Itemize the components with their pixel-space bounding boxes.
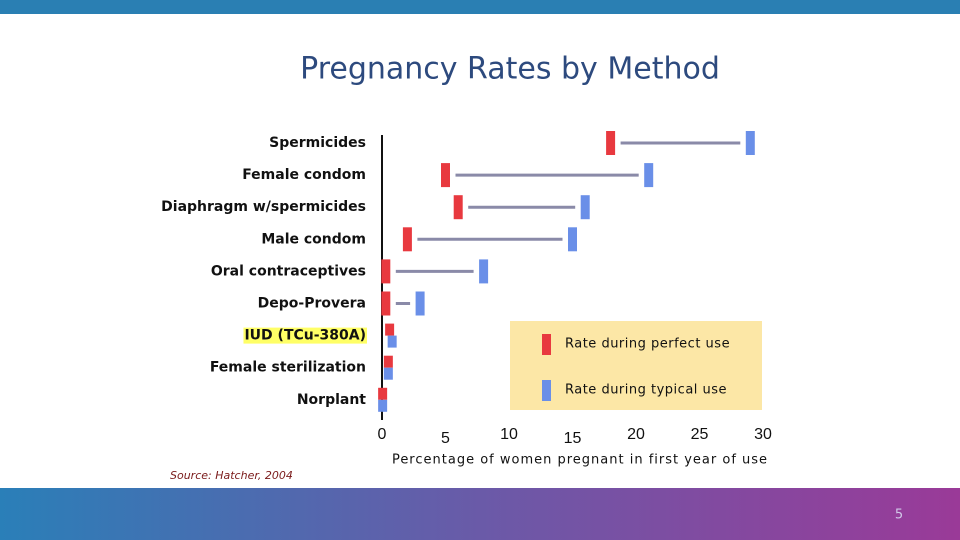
x-tick-label: 0: [378, 426, 387, 443]
rate-marker: [441, 163, 450, 188]
rate-marker: [402, 227, 412, 252]
chart-title: Pregnancy Rates by Method: [300, 52, 720, 87]
rate-marker: [745, 131, 755, 155]
legend-box: [510, 321, 762, 410]
rate-marker: [381, 259, 391, 284]
legend-marker: [542, 380, 551, 401]
category-label: Depo-Provera: [258, 296, 366, 312]
rate-marker: [385, 323, 395, 336]
rate-marker: [381, 291, 391, 316]
rate-marker: [606, 131, 616, 155]
bottom-band: [0, 488, 960, 540]
category-label: Female condom: [242, 167, 366, 183]
rate-marker: [644, 163, 654, 188]
x-tick-label: 15: [564, 430, 582, 447]
x-tick-label: 25: [691, 426, 709, 443]
category-label: Norplant: [297, 392, 366, 408]
x-axis-title: Percentage of women pregnant in first ye…: [392, 453, 768, 468]
source-note: Source: Hatcher, 2004: [170, 469, 293, 482]
x-tick-label: 30: [754, 426, 772, 443]
x-tick-label: 5: [441, 430, 450, 447]
rate-marker: [568, 227, 577, 252]
category-label: IUD (TCu-380A): [244, 328, 366, 344]
rate-marker: [378, 399, 388, 412]
category-label: Oral contraceptives: [211, 263, 366, 279]
rate-marker: [580, 195, 590, 220]
rate-marker: [378, 387, 388, 400]
category-label: Spermicides: [269, 135, 366, 151]
rate-marker: [415, 291, 425, 316]
category-highlight: [243, 327, 367, 344]
top-band: [0, 0, 960, 14]
x-tick-label: 10: [500, 426, 518, 443]
category-label: Male condom: [261, 231, 366, 247]
page-number: 5: [895, 508, 903, 523]
rate-marker: [383, 367, 393, 380]
legend-label: Rate during typical use: [565, 383, 727, 398]
rate-marker: [453, 195, 463, 220]
legend-label: Rate during perfect use: [565, 337, 730, 352]
category-label: Diaphragm w/spermicides: [161, 199, 366, 215]
x-tick-label: 20: [627, 426, 645, 443]
category-label: Female sterilization: [210, 360, 366, 376]
rate-marker: [383, 355, 393, 368]
rate-marker: [387, 335, 397, 348]
rate-marker: [479, 259, 489, 284]
legend-marker: [542, 334, 551, 355]
